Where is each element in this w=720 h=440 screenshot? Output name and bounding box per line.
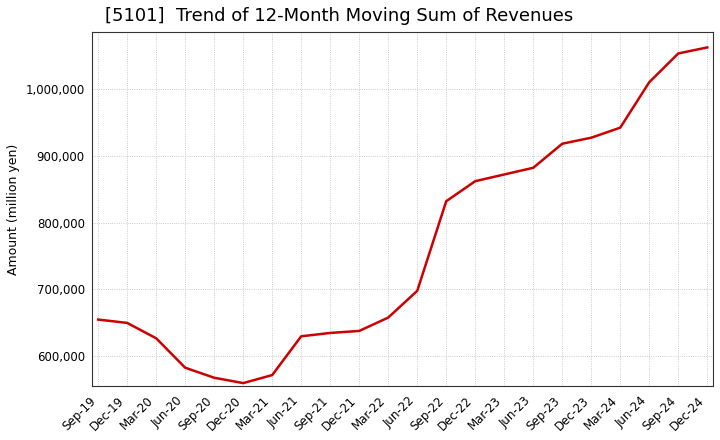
Text: [5101]  Trend of 12-Month Moving Sum of Revenues: [5101] Trend of 12-Month Moving Sum of R… — [105, 7, 573, 25]
Y-axis label: Amount (million yen): Amount (million yen) — [7, 143, 20, 275]
